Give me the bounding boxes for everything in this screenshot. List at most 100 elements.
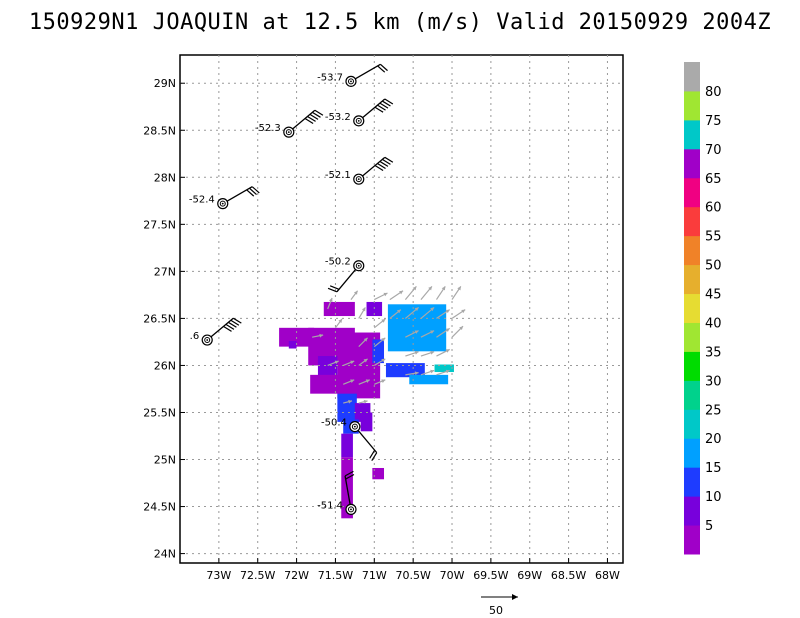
observation-station: -50.2 <box>325 257 365 293</box>
barb-feather <box>225 323 235 330</box>
barb-feather <box>382 158 391 165</box>
y-tick-label: 28.5N <box>143 124 176 137</box>
barb-shaft <box>344 475 352 510</box>
station-ring-inner <box>347 506 354 513</box>
y-tick-label: 29N <box>154 77 176 90</box>
wind-vector <box>436 348 450 357</box>
wind-vector <box>374 292 388 301</box>
wind-vector <box>373 318 386 329</box>
observation-station: -52.1 <box>325 156 394 185</box>
station-dot <box>357 264 360 267</box>
colorbar-label: 35 <box>705 345 722 360</box>
observation-label: .6 <box>190 331 200 342</box>
barb-feather <box>314 109 324 116</box>
barb-feather <box>371 452 378 462</box>
x-tick-label: 69W <box>517 569 542 582</box>
wind-vector <box>358 379 370 385</box>
wind-vector <box>389 309 402 319</box>
wind-vector <box>334 318 343 329</box>
barb-feather <box>377 65 386 73</box>
barb-shaft <box>350 63 381 82</box>
colorbar-label: 20 <box>705 432 722 447</box>
wind-vector <box>350 290 359 300</box>
barb-shaft <box>354 426 378 454</box>
colorbar-swatch <box>684 293 700 323</box>
y-tick-label: 24N <box>154 548 176 561</box>
observation-label: -50.2 <box>325 257 351 268</box>
field-cell-13 <box>372 467 385 480</box>
observation-label: -52.4 <box>189 195 215 206</box>
wind-vector <box>405 371 419 376</box>
colorbar-label: 30 <box>705 374 722 389</box>
colorbar-swatch <box>684 322 700 352</box>
barb-feather <box>384 98 394 105</box>
colorbar-label: 5 <box>705 519 713 534</box>
wind-vector <box>451 286 462 300</box>
x-tick-label: 68W <box>595 569 620 582</box>
wind-vector <box>420 330 435 338</box>
wind-vector <box>373 358 386 366</box>
barb-shaft <box>206 317 234 341</box>
field-cell-3 <box>288 340 297 349</box>
colorbar-label: 50 <box>705 259 722 274</box>
barb-feather <box>327 287 338 293</box>
station-ring-inner <box>355 262 362 269</box>
observation-station: -50.4 <box>321 418 378 462</box>
observation-station: -52.3 <box>255 109 324 138</box>
chart-title: 150929N1 JOAQUIN at 12.5 km (m/s) Valid … <box>28 10 772 35</box>
barb-shaft <box>358 98 386 122</box>
barb-shaft <box>222 186 253 205</box>
observation-label: -52.3 <box>255 123 281 134</box>
wind-vector <box>420 286 433 300</box>
barb-feather <box>251 186 260 194</box>
colorbar-swatch <box>684 351 700 381</box>
station-dot <box>357 119 360 122</box>
colorbar-swatch <box>684 119 700 150</box>
wind-vector <box>436 369 450 376</box>
station-ring-inner <box>285 129 292 136</box>
barb-feather <box>344 470 354 477</box>
barb-feather <box>312 111 321 118</box>
colorbar-label: 10 <box>705 490 722 505</box>
barb-feather <box>307 115 316 122</box>
y-tick-label: 26N <box>154 359 176 372</box>
observation-label: -52.1 <box>325 170 351 181</box>
barb-feather <box>309 113 319 120</box>
x-tick-label: 71.5W <box>318 569 353 582</box>
axis-ticks: 73W 72.5W 72W 71.5W 71W 70.5W 70W 69.5W 69W 68.5W… <box>143 77 620 582</box>
wind-vector <box>312 333 324 338</box>
colorbar-swatch <box>684 264 700 295</box>
wind-vector <box>342 379 355 385</box>
wind-vector <box>420 350 435 357</box>
barb-feather <box>329 285 340 290</box>
colorbar-swatch <box>684 235 700 266</box>
colorbar-label: 15 <box>705 461 722 476</box>
station-dot <box>353 425 356 428</box>
wind-vector <box>435 286 446 300</box>
field-cell-6 <box>310 374 353 394</box>
wind-vector <box>327 360 339 367</box>
wind-vector <box>420 306 435 319</box>
station-ring-inner <box>351 423 358 430</box>
wind-vector <box>405 350 419 357</box>
observation-barbs: -53.7 -53.2 -52.3 -52.1 -52.4 -50.2 .6 -50.4 -51… <box>189 63 394 515</box>
barb-feather <box>374 165 384 172</box>
wind-vector <box>420 369 435 376</box>
x-tick-label: 70W <box>440 569 465 582</box>
y-tick-label: 27N <box>154 265 176 278</box>
wind-vector <box>373 337 386 348</box>
barb-feather <box>223 325 232 332</box>
barb-feather <box>246 189 255 197</box>
barb-feather <box>228 321 237 328</box>
colorbar-swatch <box>684 90 700 121</box>
station-ring-inner <box>355 176 362 183</box>
barb-feather <box>249 187 257 195</box>
wind-vector <box>404 286 417 300</box>
barb-feather <box>304 118 314 124</box>
y-tick-label: 25.5N <box>143 406 176 419</box>
observation-label: -53.7 <box>317 72 343 83</box>
station-ring-inner <box>219 200 226 207</box>
colorbar-label: 25 <box>705 403 722 418</box>
observation-station: .6 <box>190 317 242 346</box>
